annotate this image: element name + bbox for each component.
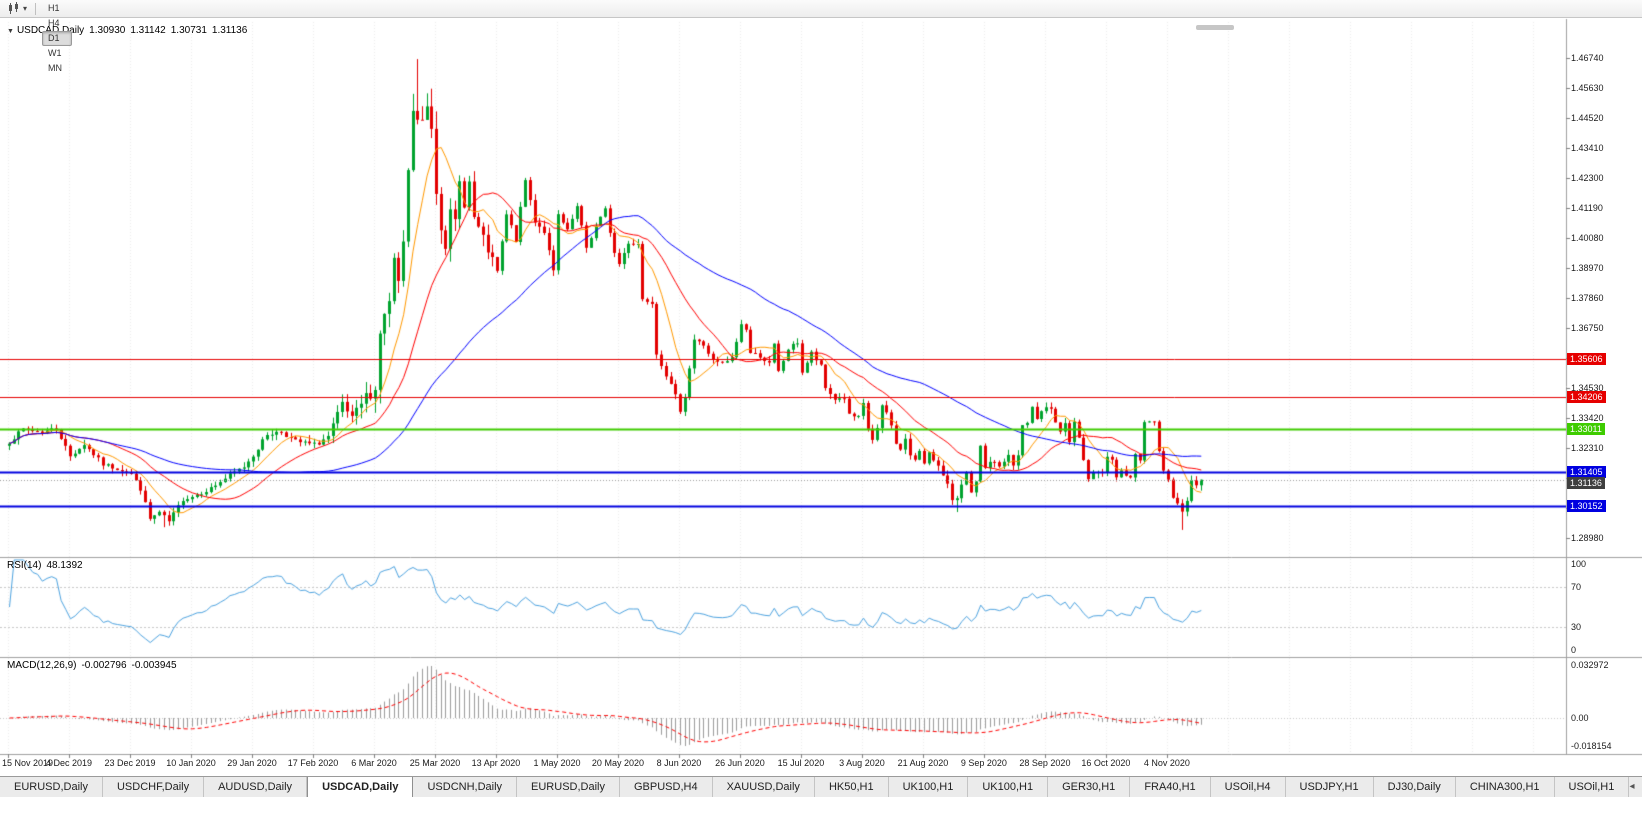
- price-level-tag: 1.35606: [1567, 352, 1606, 365]
- price-level-tag: 1.33011: [1567, 423, 1605, 436]
- toolbar-separator: [35, 2, 37, 15]
- price-axis-label: 1.42300: [1571, 173, 1604, 183]
- date-axis-label: 23 Dec 2019: [104, 758, 156, 768]
- tab-usdcad-daily[interactable]: USDCAD,Daily: [307, 777, 414, 797]
- macd-value: -0.002796: [81, 660, 127, 671]
- current-price-tag: 1.31136: [1567, 476, 1605, 489]
- tab-xauusd-daily[interactable]: XAUUSD,Daily: [713, 777, 815, 797]
- tab-dj30-daily[interactable]: DJ30,Daily: [1374, 777, 1456, 797]
- rsi-label: RSI(14): [7, 560, 42, 571]
- date-axis-label: 3 Aug 2020: [839, 758, 885, 768]
- price-axis-label: 1.32310: [1571, 443, 1604, 453]
- date-axis-label: 9 Sep 2020: [960, 758, 1007, 768]
- rsi-scale-label: 0: [1571, 645, 1577, 655]
- price-axis-label: 1.36750: [1571, 323, 1604, 333]
- candlestick-chart-icon: [9, 2, 18, 14]
- price-level-tag: 1.30152: [1567, 500, 1606, 513]
- price-axis-label: 1.40080: [1571, 233, 1604, 243]
- macd-scale-label: 0.032972: [1571, 660, 1609, 670]
- chart-type-button[interactable]: ▾: [4, 1, 30, 17]
- date-axis-label: 20 May 2020: [591, 758, 644, 768]
- tab-fra40-h1[interactable]: FRA40,H1: [1130, 777, 1211, 797]
- price-axis-label: 1.44520: [1571, 113, 1604, 123]
- tab-hk50-h1[interactable]: HK50,H1: [815, 777, 889, 797]
- rsi-scale-label: 30: [1571, 621, 1582, 632]
- price-axis-label: 1.46740: [1571, 53, 1604, 63]
- date-axis-label: 4 Dec 2019: [45, 758, 93, 768]
- timeframe-group: M1M5M15M30H1H4D1W1MN: [41, 0, 73, 76]
- price-axis-label: 1.45630: [1571, 83, 1604, 93]
- rsi-scale-label: 100: [1571, 559, 1587, 569]
- macd-scale-label: -0.018154: [1571, 741, 1612, 751]
- ohlc-open: 1.30930: [89, 25, 126, 36]
- dropdown-caret-icon: ▾: [23, 4, 28, 13]
- price-axis-label: 1.33420: [1571, 413, 1604, 423]
- date-axis-label: 1 May 2020: [533, 758, 581, 768]
- tab-gbpusd-h4[interactable]: GBPUSD,H4: [620, 777, 713, 797]
- date-axis-label: 8 Jun 2020: [656, 758, 702, 768]
- timeframe-button-h1[interactable]: H1: [48, 3, 60, 13]
- price-axis-label: 1.41190: [1571, 203, 1603, 213]
- date-axis-label: 15 Nov 2019: [2, 758, 54, 768]
- toolbar: ▾ M1M5M15M30H1H4D1W1MN: [0, 0, 1642, 73]
- tab-usdcnh-daily[interactable]: USDCNH,Daily: [413, 777, 518, 797]
- date-axis-label: 17 Feb 2020: [287, 758, 339, 768]
- tab-eurusd-daily[interactable]: EURUSD,Daily: [517, 777, 620, 797]
- date-axis-label: 21 Aug 2020: [897, 758, 949, 768]
- macd-title: MACD(12,26,9) -0.002796 -0.003945: [7, 660, 177, 671]
- tab-china300-h1[interactable]: CHINA300,H1: [1456, 777, 1555, 797]
- ohlc-high: 1.31142: [130, 25, 166, 36]
- price-axis-label: 1.43410: [1571, 143, 1604, 153]
- timeframe-button-mn[interactable]: MN: [48, 63, 63, 73]
- date-axis-label: 26 Jun 2020: [715, 758, 765, 768]
- tab-usdjpy-h1[interactable]: USDJPY,H1: [1286, 777, 1374, 797]
- price-axis-label: 1.38970: [1571, 263, 1604, 273]
- tab-scroll-left-icon[interactable]: ◂: [1629, 780, 1635, 792]
- date-axis-label: 6 Mar 2020: [351, 758, 397, 768]
- symbol-dropdown-icon: ▼: [7, 28, 14, 35]
- tab-audusd-daily[interactable]: AUDUSD,Daily: [204, 777, 308, 797]
- tab-usoil-h1[interactable]: USOil,H1: [1555, 777, 1630, 797]
- date-axis-label: 10 Jan 2020: [166, 758, 216, 768]
- tab-uk100-h1[interactable]: UK100,H1: [889, 777, 969, 797]
- timeframe-button-h4[interactable]: H4: [48, 18, 60, 28]
- rsi-title: RSI(14) 48.1392: [7, 560, 83, 571]
- tab-uk100-h1[interactable]: UK100,H1: [968, 777, 1049, 797]
- date-axis-label: 29 Jan 2020: [227, 758, 277, 768]
- chart-hscroll-thumb[interactable]: [1196, 25, 1234, 30]
- date-axis-label: 16 Oct 2020: [1081, 758, 1131, 768]
- macd-label: MACD(12,26,9): [7, 660, 77, 671]
- ohlc-close: 1.31136: [211, 25, 248, 36]
- chart-tab-bar: EURUSD,Daily USDCHF,Daily AUDUSD,Daily USDC…: [0, 776, 1642, 797]
- tab-eurusd-daily[interactable]: EURUSD,Daily: [0, 777, 103, 797]
- price-axis-label: 1.34530: [1571, 383, 1604, 393]
- date-axis-label: 15 Jul 2020: [777, 758, 825, 768]
- timeframe-button-d1[interactable]: D1: [42, 31, 72, 46]
- chart-symbol-period: USDCAD,Daily: [17, 25, 84, 36]
- price-level-tag: 1.34206: [1567, 390, 1606, 403]
- rsi-scale-label: 70: [1571, 582, 1582, 593]
- tab-ger30-h1[interactable]: GER30,H1: [1048, 777, 1131, 797]
- date-axis-label: 28 Sep 2020: [1019, 758, 1071, 768]
- date-axis-label: 13 Apr 2020: [471, 758, 521, 768]
- tab-usdchf-daily[interactable]: USDCHF,Daily: [103, 777, 205, 797]
- chart-title: ▼USDCAD,Daily 1.30930 1.31142 1.30731 1.3113…: [7, 25, 247, 36]
- date-axis-label: 4 Nov 2020: [1143, 758, 1190, 768]
- tab-usoil-h4[interactable]: USOil,H4: [1211, 777, 1286, 797]
- tab-strip: EURUSD,Daily USDCHF,Daily AUDUSD,Daily USDC…: [0, 777, 1630, 797]
- timeframe-button-w1[interactable]: W1: [48, 48, 62, 58]
- price-axis-label: 1.28980: [1571, 533, 1604, 543]
- macd-signal-value: -0.003945: [131, 660, 177, 671]
- macd-scale-label: 0.00: [1571, 713, 1589, 723]
- rsi-value: 48.1392: [46, 560, 83, 571]
- ohlc-low: 1.30731: [170, 25, 207, 36]
- price-level-tag: 1.31405: [1567, 466, 1606, 479]
- date-axis-label: 25 Mar 2020: [409, 758, 461, 768]
- price-axis-label: 1.37860: [1571, 293, 1604, 303]
